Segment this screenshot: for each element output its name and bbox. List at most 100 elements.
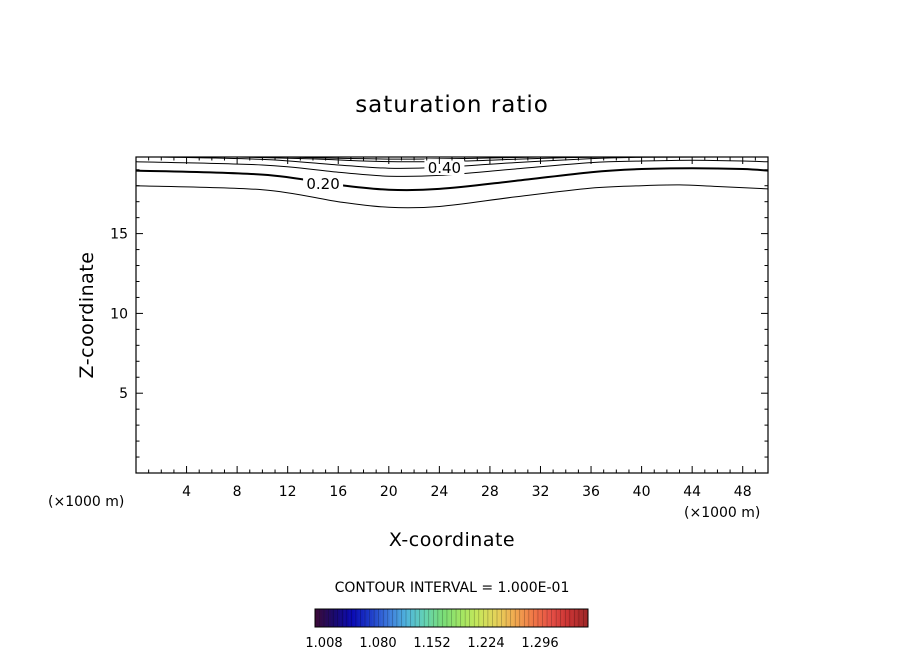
colorbar-segment — [540, 609, 543, 627]
y-tick-label: 15 — [110, 227, 128, 243]
colorbar-segment — [431, 609, 434, 627]
colorbar-segment — [362, 609, 366, 627]
colorbar — [314, 608, 589, 628]
colorbar-segment — [344, 609, 348, 627]
colorbar-segment — [547, 609, 550, 627]
x-unit-label-left: (×1000 m) — [48, 494, 124, 510]
colorbar-segment — [456, 609, 459, 627]
colorbar-segment — [524, 609, 527, 627]
colorbar-segment — [506, 609, 509, 627]
colorbar-segment — [426, 609, 430, 627]
colorbar-segment — [578, 609, 582, 627]
colorbar-segment — [433, 609, 436, 627]
colorbar-segment — [553, 609, 557, 627]
colorbar-segment — [567, 609, 571, 627]
chart-title: saturation ratio — [355, 92, 549, 118]
colorbar-segment — [542, 609, 546, 627]
colorbar-frame — [314, 608, 589, 628]
colorbar-segment — [335, 609, 339, 627]
colorbar-segment — [330, 609, 334, 627]
colorbar-segment — [481, 609, 484, 627]
y-tick-label: 10 — [110, 306, 128, 322]
colorbar-segment — [503, 609, 507, 627]
colorbar-segment — [392, 609, 395, 627]
colorbar-segment — [576, 609, 580, 627]
colorbar-tick-label: 1.080 — [359, 636, 396, 651]
colorbar-segment — [410, 609, 414, 627]
colorbar-segment — [406, 609, 409, 627]
colorbar-segment — [412, 609, 416, 627]
x-tick-label: 28 — [481, 484, 499, 500]
x-tick-label: 16 — [329, 484, 347, 500]
colorbar-segment — [349, 609, 352, 627]
colorbar-segment — [485, 609, 489, 627]
colorbar-segment — [401, 609, 405, 627]
colorbar-segment — [526, 609, 530, 627]
colorbar-segment — [358, 609, 361, 627]
colorbar-segment — [380, 609, 384, 627]
colorbar-segment — [451, 609, 455, 627]
colorbar-segment — [417, 609, 420, 627]
colorbar-segment — [565, 609, 568, 627]
colorbar-segment — [569, 609, 573, 627]
colorbar-segment — [328, 609, 332, 627]
colorbar-segment — [499, 609, 502, 627]
contour-line — [135, 184, 769, 209]
colorbar-segment — [387, 609, 391, 627]
colorbar-segment — [385, 609, 389, 627]
colorbar-segment — [437, 609, 441, 627]
contour-label: 0.40 — [428, 159, 461, 177]
colorbar-segment — [549, 609, 552, 627]
contour-label: 0.20 — [306, 175, 339, 193]
colorbar-segment — [583, 609, 587, 627]
colorbar-segment — [440, 609, 443, 627]
contour-interval: CONTOUR INTERVAL = 1.000E-01 — [335, 580, 570, 596]
colorbar-segment — [371, 609, 375, 627]
colorbar-segment — [515, 609, 518, 627]
colorbar-tick-label: 1.152 — [413, 636, 450, 651]
colorbar-segment — [560, 609, 564, 627]
contour-label-bg — [303, 174, 344, 191]
colorbar-segment — [581, 609, 584, 627]
colorbar-tick-label: 1.296 — [521, 636, 558, 651]
x-tick-label: 20 — [380, 484, 398, 500]
colorbar-segment — [374, 609, 377, 627]
x-tick-label: 8 — [233, 484, 242, 500]
colorbar-segment — [528, 609, 532, 627]
colorbar-segment — [315, 609, 318, 627]
colorbar-segment — [333, 609, 336, 627]
colorbar-segment — [376, 609, 379, 627]
colorbar-segment — [428, 609, 432, 627]
colorbar-segment — [351, 609, 354, 627]
colorbar-segment — [510, 609, 514, 627]
colorbar-segment — [469, 609, 473, 627]
colorbar-segment — [556, 609, 559, 627]
y-axis-label: Z-coordinate — [76, 252, 98, 379]
colorbar-segment — [517, 609, 521, 627]
colorbar-segment — [424, 609, 427, 627]
colorbar-segment — [337, 609, 341, 627]
colorbar-segment — [444, 609, 448, 627]
y-axis-ticks: 5 10 15 — [110, 169, 768, 458]
colorbar-segment — [471, 609, 475, 627]
colorbar-segment — [537, 609, 541, 627]
colorbar-segment — [483, 609, 486, 627]
x-tick-label: 44 — [683, 484, 701, 500]
colorbar-segment — [490, 609, 493, 627]
colorbar-segment — [465, 609, 468, 627]
colorbar-segment — [574, 609, 577, 627]
colorbar-segment — [460, 609, 464, 627]
colorbar-segment — [365, 609, 368, 627]
colorbar-segment — [355, 609, 359, 627]
colorbar-segment — [533, 609, 536, 627]
colorbar-segment — [367, 609, 370, 627]
y-tick-label: 5 — [119, 386, 128, 402]
colorbar-segment — [446, 609, 450, 627]
colorbar-segment — [487, 609, 491, 627]
colorbar-segment — [494, 609, 498, 627]
colorbar-segment — [378, 609, 382, 627]
colorbar-segment — [522, 609, 525, 627]
colorbar-segment — [419, 609, 423, 627]
colorbar-segment — [399, 609, 402, 627]
